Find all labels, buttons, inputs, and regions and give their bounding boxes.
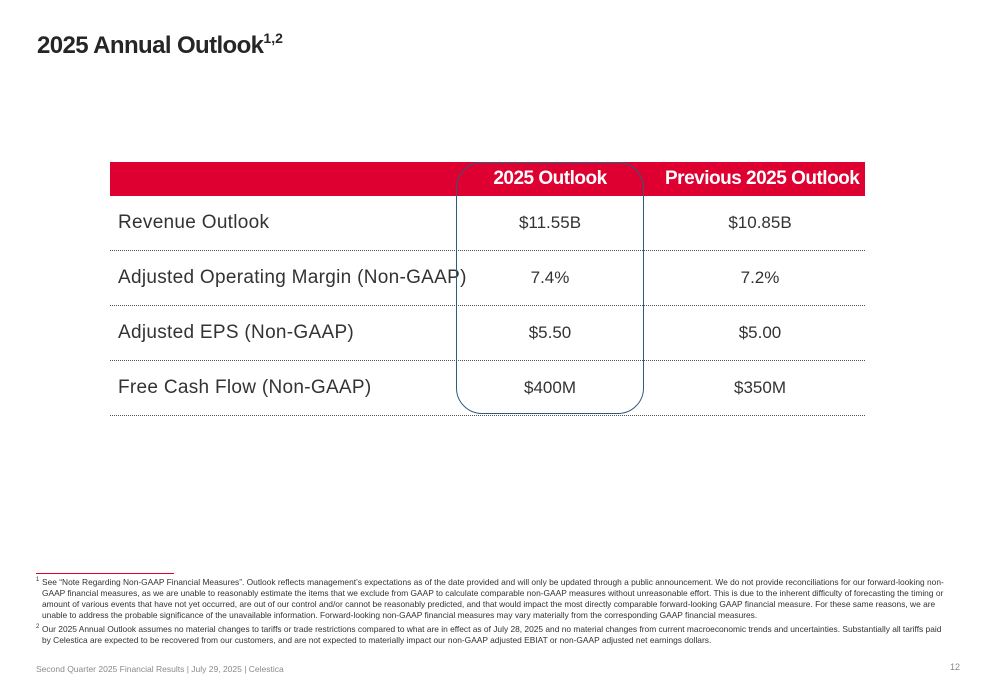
- footnote-text: Our 2025 Annual Outlook assumes no mater…: [42, 624, 942, 645]
- footnotes: 1 See “Note Regarding Non-GAAP Financial…: [36, 577, 948, 649]
- page-number: 12: [949, 662, 960, 672]
- slide-title-text: 2025 Annual Outlook: [37, 32, 264, 59]
- previous-outlook-value: $350M: [734, 378, 786, 397]
- previous-outlook-value: 7.2%: [740, 268, 780, 287]
- current-outlook-value: $400M: [524, 378, 576, 397]
- row-label: Adjusted EPS (Non-GAAP): [118, 322, 355, 343]
- outlook-table: 2025 Outlook Previous 2025 Outlook Reven…: [110, 162, 865, 416]
- column-header-previous-outlook: Previous 2025 Outlook: [665, 168, 860, 189]
- table-row-operating-margin: Adjusted Operating Margin (Non-GAAP) 7.4…: [110, 252, 865, 306]
- row-label: Revenue Outlook: [118, 212, 270, 233]
- table-header: 2025 Outlook Previous 2025 Outlook: [110, 162, 865, 196]
- footer-text: Second Quarter 2025 Financial Results | …: [36, 664, 284, 674]
- footnote-text: See “Note Regarding Non-GAAP Financial M…: [42, 577, 944, 620]
- footnote-2: 2 Our 2025 Annual Outlook assumes no mat…: [36, 624, 948, 646]
- table-row-eps: Adjusted EPS (Non-GAAP) $5.50 $5.00: [110, 307, 865, 361]
- current-outlook-value: $11.55B: [518, 213, 582, 232]
- table-row-free-cash-flow: Free Cash Flow (Non-GAAP) $400M $350M: [110, 362, 865, 416]
- current-outlook-value: 7.4%: [530, 268, 570, 287]
- footnote-number: 2: [36, 624, 40, 630]
- row-label: Adjusted Operating Margin (Non-GAAP): [118, 267, 467, 288]
- footnote-divider: [36, 573, 174, 574]
- footnote-number: 1: [36, 577, 40, 583]
- row-label: Free Cash Flow (Non-GAAP): [118, 377, 372, 398]
- table-row-revenue: Revenue Outlook $11.55B $10.85B: [110, 197, 865, 251]
- previous-outlook-value: $5.00: [738, 323, 782, 342]
- slide-title: 2025 Annual Outlook1,2: [37, 30, 283, 60]
- previous-outlook-value: $10.85B: [728, 213, 792, 232]
- current-outlook-value: $5.50: [528, 323, 572, 342]
- slide-title-footnote-ref: 1,2: [263, 30, 283, 46]
- footnote-1: 1 See “Note Regarding Non-GAAP Financial…: [36, 577, 948, 621]
- column-header-2025-outlook: 2025 Outlook: [493, 168, 607, 189]
